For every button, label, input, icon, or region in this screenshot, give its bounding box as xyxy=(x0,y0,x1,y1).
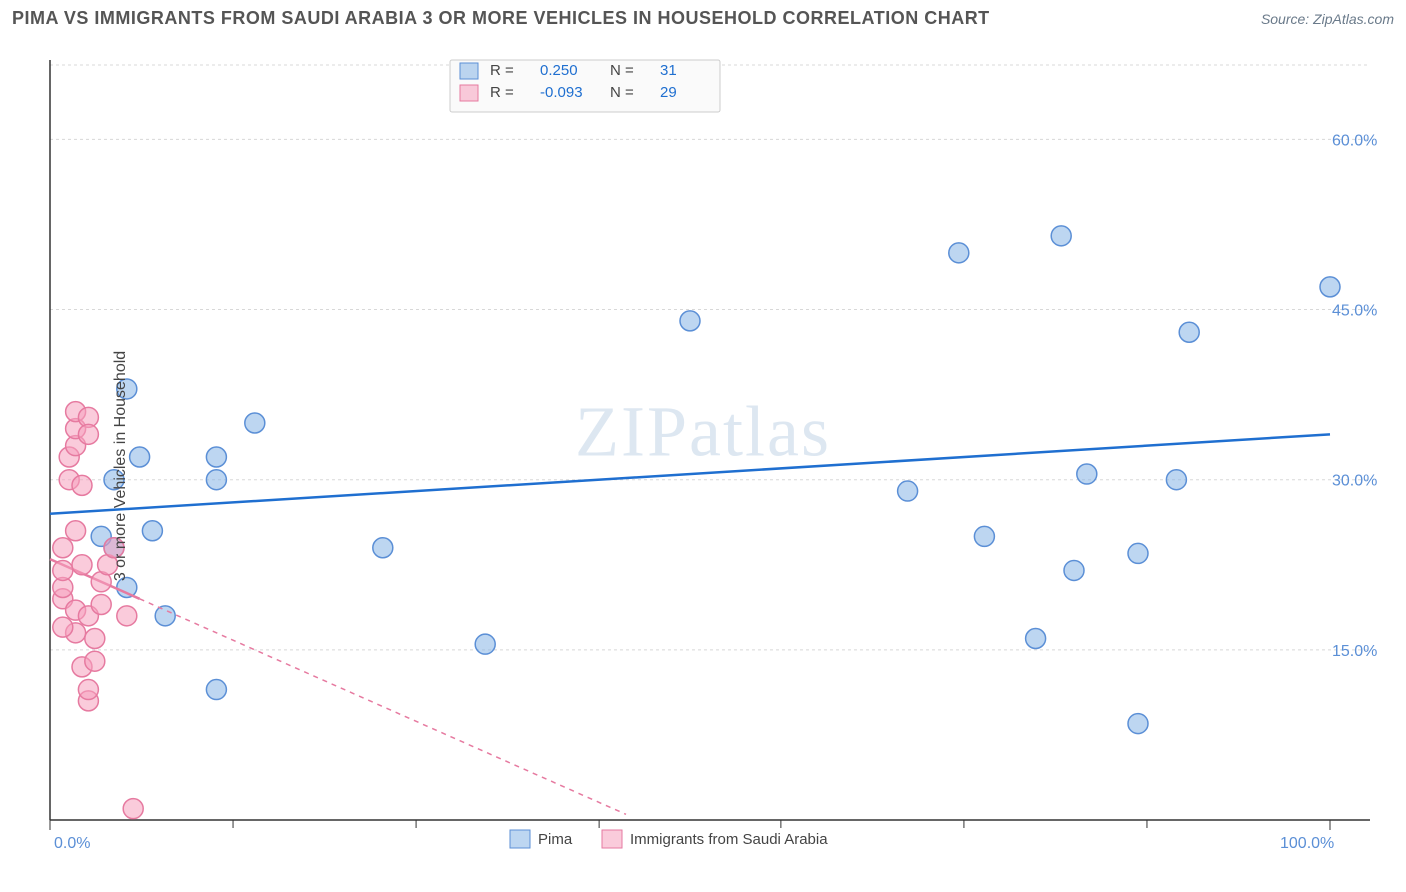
data-point xyxy=(898,481,918,501)
data-point xyxy=(91,594,111,614)
y-tick-label: 45.0% xyxy=(1332,303,1377,320)
data-point xyxy=(1064,560,1084,580)
chart-source: Source: ZipAtlas.com xyxy=(1261,11,1394,27)
scatter-chart: 0.0% 100.0% 15.0% 30.0% 45.0% 60.0% R = 0.250 N … xyxy=(0,40,1406,892)
data-point xyxy=(72,555,92,575)
data-point xyxy=(206,447,226,467)
data-point xyxy=(974,526,994,546)
data-point xyxy=(53,560,73,580)
chart-area: 3 or more Vehicles in Household 0.0% 100.… xyxy=(0,40,1406,892)
y-tick-label: 60.0% xyxy=(1332,132,1377,149)
data-point xyxy=(1166,470,1186,490)
data-point xyxy=(1077,464,1097,484)
legend-bottom-swatch xyxy=(510,830,530,848)
data-point xyxy=(475,634,495,654)
data-point xyxy=(1179,322,1199,342)
data-point xyxy=(373,538,393,558)
data-point xyxy=(123,799,143,819)
x-tick-label: 100.0% xyxy=(1280,835,1334,852)
data-point xyxy=(1051,226,1071,246)
data-point xyxy=(78,680,98,700)
legend-bottom-swatch xyxy=(602,830,622,848)
data-point xyxy=(245,413,265,433)
legend-swatch xyxy=(460,85,478,101)
x-tick-label: 0.0% xyxy=(54,835,90,852)
trend-line xyxy=(50,434,1330,513)
data-point xyxy=(1026,629,1046,649)
data-point xyxy=(78,424,98,444)
data-point xyxy=(85,629,105,649)
data-point xyxy=(66,521,86,541)
data-point xyxy=(949,243,969,263)
data-point xyxy=(85,651,105,671)
data-point xyxy=(1128,714,1148,734)
y-tick-label: 30.0% xyxy=(1332,473,1377,490)
y-tick-label: 15.0% xyxy=(1332,643,1377,660)
data-point xyxy=(155,606,175,626)
data-point xyxy=(680,311,700,331)
data-point xyxy=(117,606,137,626)
data-point xyxy=(53,617,73,637)
data-point xyxy=(142,521,162,541)
legend-swatch xyxy=(460,63,478,79)
legend-bottom-label: Pima xyxy=(538,831,573,848)
legend-r-value: -0.093 xyxy=(540,84,583,101)
legend-r-label: R = xyxy=(490,84,514,101)
legend-n-label: N = xyxy=(610,62,634,79)
y-axis-title: 3 or more Vehicles in Household xyxy=(112,351,130,581)
chart-title: PIMA VS IMMIGRANTS FROM SAUDI ARABIA 3 O… xyxy=(12,8,990,29)
legend-bottom-label: Immigrants from Saudi Arabia xyxy=(630,831,828,848)
legend-n-value: 31 xyxy=(660,62,677,79)
legend-r-value: 0.250 xyxy=(540,62,578,79)
data-point xyxy=(206,470,226,490)
header: PIMA VS IMMIGRANTS FROM SAUDI ARABIA 3 O… xyxy=(0,0,1406,29)
data-point xyxy=(206,680,226,700)
data-point xyxy=(72,475,92,495)
data-point xyxy=(53,538,73,558)
data-point xyxy=(130,447,150,467)
legend-n-label: N = xyxy=(610,84,634,101)
legend-r-label: R = xyxy=(490,62,514,79)
data-point xyxy=(1320,277,1340,297)
data-point xyxy=(1128,543,1148,563)
trend-line-dashed xyxy=(140,599,626,815)
legend-n-value: 29 xyxy=(660,84,677,101)
